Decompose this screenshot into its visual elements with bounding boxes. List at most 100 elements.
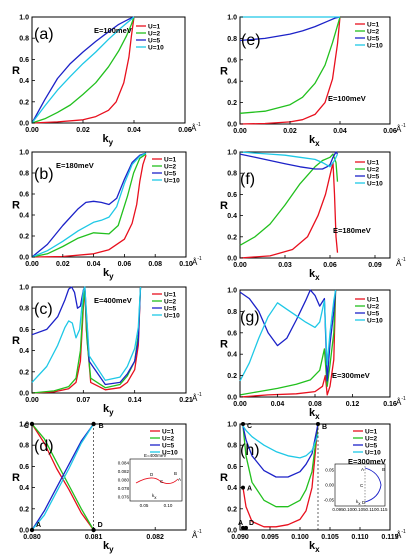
y-tick-label: 0.6 [19, 464, 29, 471]
x-tick-label: 0.082 [146, 534, 164, 541]
x-axis-unit: Å-1 [396, 123, 406, 134]
inset-point-label: C [360, 483, 364, 488]
legend-entry: U=10 [162, 449, 178, 456]
series-line-U1 [31, 154, 147, 258]
x-axis-unit: Å-1 [396, 529, 406, 540]
y-axis-label: R [220, 339, 228, 351]
y-axis-label: R [12, 472, 20, 484]
inset-x-tick-label: 0.100 [343, 507, 355, 512]
point-marker [241, 422, 245, 426]
x-tick-label: 0.105 [321, 534, 339, 541]
x-tick-label: 0.12 [346, 401, 360, 408]
plot-frame [31, 151, 187, 258]
y-axis-label: R [12, 200, 20, 212]
point-label: D [98, 522, 103, 529]
x-axis-label: kx [309, 407, 320, 421]
legend-entry: U=1 [367, 296, 379, 303]
point-marker [241, 485, 245, 490]
legend-entry: U=2 [164, 298, 176, 305]
legend-entry: U=1 [164, 156, 176, 163]
y-tick-label: 0.0 [227, 256, 237, 263]
y-tick-label: 0.8 [227, 36, 237, 43]
point-marker [244, 525, 248, 530]
y-axis-label: R [12, 65, 20, 77]
series-line-U2 [242, 423, 319, 508]
energy-label: E=100meV [94, 26, 132, 35]
x-tick-label: 0.00 [233, 401, 247, 408]
inset-energy-label: E=400meV [144, 453, 166, 458]
legend-entry: U=5 [367, 35, 379, 42]
series-line-U10 [31, 152, 147, 258]
y-tick-label: 0.8 [19, 171, 29, 178]
legend-entry: U=1 [367, 21, 379, 28]
y-tick-label: 1.0 [19, 15, 29, 22]
point-label: D [249, 520, 254, 527]
series-line-U10 [31, 286, 142, 383]
y-tick-label: 0.0 [19, 391, 29, 398]
x-tick-label: 0.08 [308, 401, 322, 408]
series-line-U10 [31, 16, 135, 124]
inset-x-tick-label: 0.095 [332, 507, 344, 512]
legend-entry: U=2 [367, 303, 379, 310]
chart-panel-b: 0.00 0.02 0.04 0.06 0.08 0.10 0.0 0.2 0.4 0.6 0.8 1… [12, 150, 202, 282]
y-tick-label: 0.4 [227, 352, 237, 359]
y-tick-label: 0.8 [19, 36, 29, 43]
inset-x-axis-label: kx [152, 493, 157, 500]
series-line-U1 [239, 161, 339, 259]
x-tick-label: 0.08 [148, 261, 162, 268]
y-tick-label: 0.2 [19, 369, 29, 376]
y-tick-label: 0.6 [227, 464, 237, 471]
y-tick-label: 0.0 [19, 255, 29, 262]
inset-y-tick-label: 0.078 [118, 486, 130, 491]
x-tick-label: 0.04 [127, 127, 141, 134]
inset-y-tick-label: 0.05 [325, 468, 334, 473]
y-tick-label: 0.0 [19, 528, 29, 535]
series-line-U1 [31, 16, 135, 124]
legend-entry: U=10 [367, 180, 383, 187]
y-tick-label: 0.6 [19, 327, 29, 334]
point-label: C [24, 423, 29, 430]
legend-entry: U=10 [365, 449, 381, 456]
legend-entry: U=5 [148, 37, 160, 44]
inset-frame [334, 463, 386, 507]
y-tick-label: 0.0 [227, 395, 237, 402]
y-tick-label: 0.0 [19, 121, 29, 128]
y-tick-label: 0.2 [227, 100, 237, 107]
x-tick-label: 0.16 [383, 401, 397, 408]
inset-y-tick-label: -0.05 [324, 498, 335, 503]
legend: U=1U=2U=5U=10 [355, 296, 383, 324]
energy-label: E=180meV [56, 161, 94, 170]
x-tick-label: 0.00 [25, 261, 39, 268]
inset-x-tick-label: 0.105 [354, 507, 366, 512]
x-axis-label: ky [103, 540, 114, 554]
legend-entry: U=1 [367, 159, 379, 166]
series-line-U2 [31, 423, 95, 531]
x-tick-label: 0.080 [23, 534, 41, 541]
panel-label: (e) [241, 32, 261, 49]
y-tick-label: 0.4 [19, 485, 29, 492]
series-line-U5 [239, 151, 339, 170]
y-tick-label: 0.6 [227, 192, 237, 199]
plot-frame [31, 423, 187, 531]
y-tick-label: 0.2 [227, 506, 237, 513]
x-tick-label: 0.02 [283, 128, 297, 135]
series-line-U5 [31, 16, 135, 124]
legend: U=1U=2U=5U=10 [136, 23, 164, 51]
legend: U=1U=2U=5U=10 [152, 291, 180, 319]
inset-point-label: C [160, 479, 164, 484]
inset: 0.05 0.00 -0.05 0.095 0.100 0.105 0.110 0.115 kx… [324, 463, 388, 512]
x-axis-unit: Å-1 [192, 529, 202, 540]
series-line-U1 [239, 289, 337, 398]
point-marker [29, 421, 35, 427]
legend-entry: U=1 [365, 428, 377, 435]
point-marker [241, 525, 245, 530]
x-tick-label: 0.02 [56, 261, 70, 268]
chart-panel-c: 0.00 0.07 0.14 0.21 0.0 0.2 0.4 0.6 0.8 1.0 ky Å-1 R… [12, 285, 202, 418]
energy-label: E=180meV [333, 226, 371, 235]
x-tick-label: 0.10 [179, 261, 193, 268]
legend-entry: U=1 [148, 23, 160, 30]
inset-y-tick-label: 0.082 [118, 469, 130, 474]
x-tick-label: 0.081 [85, 534, 103, 541]
y-tick-label: 1.0 [19, 422, 29, 429]
y-tick-label: 0.8 [227, 443, 237, 450]
